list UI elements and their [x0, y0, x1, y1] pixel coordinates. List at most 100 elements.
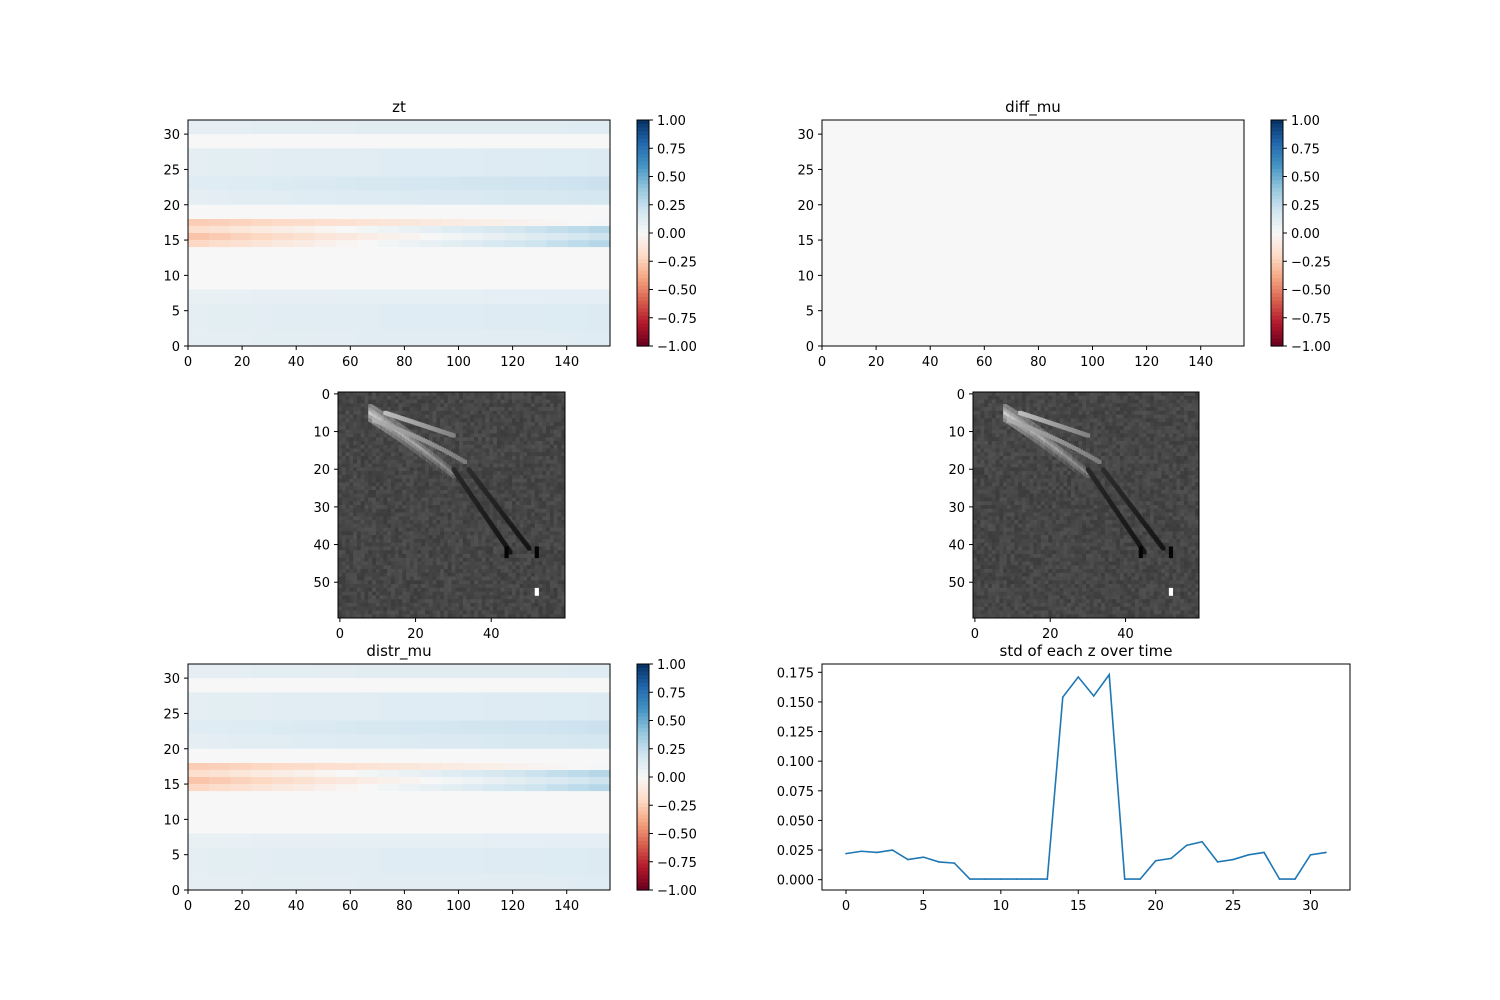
image-pixel — [406, 587, 411, 593]
image-pixel — [500, 546, 505, 551]
image-pixel — [345, 429, 350, 434]
image-pixel — [455, 531, 460, 536]
image-pixel — [1063, 395, 1068, 400]
image-pixel — [1123, 407, 1128, 412]
image-pixel — [436, 602, 441, 608]
image-pixel — [553, 482, 558, 487]
image-pixel — [387, 516, 392, 521]
image-pixel — [455, 403, 460, 408]
image-pixel — [477, 527, 483, 532]
image-pixel — [477, 580, 483, 585]
image-pixel — [542, 456, 547, 461]
image-pixel — [1108, 399, 1113, 404]
image-pixel — [1029, 392, 1034, 397]
image-pixel — [542, 584, 547, 589]
colorbar-band — [1271, 206, 1283, 211]
image-pixel — [364, 602, 369, 608]
image-pixel — [428, 437, 433, 442]
image-pixel — [338, 392, 343, 397]
colorbar-band — [637, 236, 649, 242]
image-pixel — [390, 467, 396, 472]
image-pixel — [493, 497, 498, 502]
image-pixel — [432, 557, 437, 562]
image-pixel — [398, 493, 403, 498]
image-pixel — [549, 561, 555, 566]
image-pixel — [466, 523, 471, 528]
feature-pixel — [448, 451, 454, 457]
image-pixel — [428, 542, 433, 547]
image-pixel — [508, 569, 513, 574]
image-pixel — [440, 489, 445, 495]
image-pixel — [557, 523, 562, 528]
image-pixel — [496, 602, 502, 608]
image-pixel — [549, 538, 555, 544]
image-pixel — [341, 606, 346, 611]
image-pixel — [338, 610, 343, 615]
image-pixel — [368, 448, 373, 453]
image-pixel — [1063, 407, 1068, 412]
image-pixel — [980, 403, 985, 408]
image-pixel — [379, 591, 384, 596]
image-pixel — [383, 493, 388, 498]
image-pixel — [402, 516, 407, 521]
image-pixel — [406, 535, 411, 540]
image-pixel — [375, 550, 381, 555]
image-pixel — [470, 433, 475, 438]
image-pixel — [1006, 395, 1012, 400]
image-pixel — [493, 456, 498, 461]
image-pixel — [1048, 395, 1053, 400]
image-pixel — [345, 531, 350, 536]
image-pixel — [459, 399, 464, 404]
image-pixel — [402, 489, 407, 495]
image-pixel — [413, 516, 418, 521]
image-pixel — [542, 606, 547, 611]
image-pixel — [428, 478, 433, 483]
image-pixel — [549, 467, 555, 472]
image-pixel — [356, 497, 362, 502]
image-pixel — [459, 418, 464, 423]
heat-cell — [420, 247, 442, 290]
image-pixel — [436, 501, 441, 506]
image-pixel — [387, 395, 392, 400]
image-pixel — [496, 501, 502, 506]
image-pixel — [368, 557, 373, 562]
image-pixel — [504, 448, 509, 453]
image-pixel — [383, 399, 388, 404]
image-pixel — [466, 595, 471, 600]
image-pixel — [553, 395, 558, 400]
image-pixel — [413, 395, 418, 400]
image-pixel — [1123, 399, 1128, 404]
image-pixel — [394, 399, 399, 404]
image-pixel — [387, 550, 392, 555]
image-pixel — [338, 542, 343, 547]
image-pixel — [1048, 403, 1053, 408]
image-pixel — [984, 399, 989, 404]
image-pixel — [338, 546, 343, 551]
image-pixel — [519, 576, 524, 581]
image-pixel — [379, 437, 384, 442]
image-pixel — [409, 467, 415, 472]
image-pixel — [447, 478, 452, 483]
image-pixel — [409, 565, 415, 570]
image-pixel — [477, 444, 483, 449]
colorbar-band — [637, 251, 649, 257]
image-pixel — [372, 474, 377, 480]
image-pixel — [394, 584, 399, 589]
image-pixel — [1097, 395, 1102, 400]
image-pixel — [493, 422, 498, 427]
image-pixel — [515, 523, 520, 528]
image-pixel — [447, 531, 452, 536]
image-pixel — [413, 531, 418, 536]
image-pixel — [504, 486, 509, 491]
image-pixel — [459, 565, 464, 570]
image-pixel — [557, 463, 562, 468]
image-pixel — [481, 595, 486, 600]
image-pixel — [394, 587, 399, 593]
image-pixel — [557, 474, 562, 480]
image-pixel — [338, 493, 343, 498]
image-pixel — [387, 599, 392, 604]
image-pixel — [356, 410, 362, 415]
feature-pixel — [451, 433, 456, 438]
heat-cell — [377, 247, 400, 290]
image-pixel — [341, 478, 346, 483]
